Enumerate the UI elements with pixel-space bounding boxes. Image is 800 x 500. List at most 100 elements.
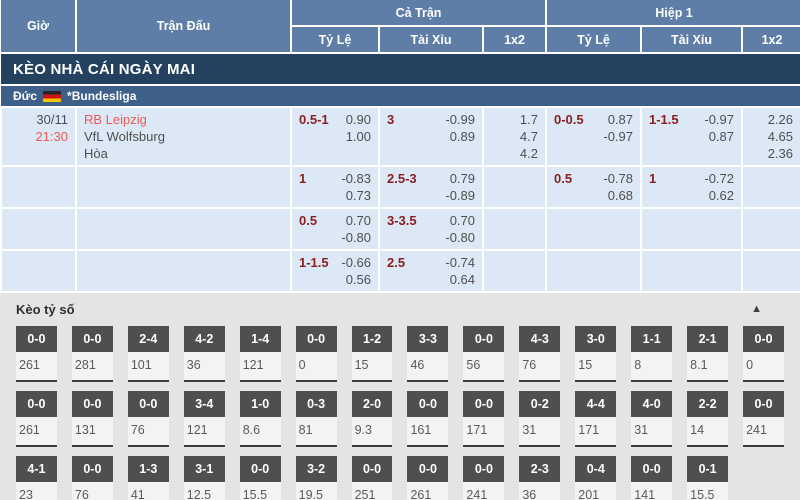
score-label: 0-1 [687, 456, 729, 482]
score-odds-cell[interactable]: 0-0 76 [71, 456, 113, 500]
score-odds-cell[interactable]: 0-0 161 [407, 391, 449, 447]
score-odds-cell[interactable]: 0-0 131 [71, 391, 113, 447]
odds-value[interactable]: 0.68 [607, 188, 633, 203]
score-row: 0-0 261 0-0 131 0-0 76 3-4 121 1-0 8.6 0-3 81 2-0 9.3… [0, 391, 800, 447]
score-odds-cell[interactable]: 0-0 261 [407, 456, 449, 500]
score-odds-cell[interactable]: 0-0 15.5 [239, 456, 281, 500]
score-odds-cell[interactable]: 0-0 261 [16, 391, 57, 447]
score-odds-cell[interactable]: 2-4 101 [127, 326, 169, 382]
ft-over-under-cell[interactable]: 2.5-3 0.79 -0.89 [378, 165, 484, 209]
ft-over-under-cell[interactable]: 3-3.5 0.70 -0.80 [378, 207, 484, 251]
ft-over-under-cell[interactable]: 3 -0.99 0.89 [378, 106, 484, 167]
score-odds-value: 9.3 [351, 417, 393, 447]
score-odds-cell[interactable]: 1-2 15 [351, 326, 393, 382]
score-odds-cell[interactable]: 0-0 251 [351, 456, 393, 500]
odds-value[interactable]: -0.72 [704, 171, 734, 186]
score-label: 0-0 [631, 456, 673, 482]
score-odds-cell[interactable]: 1-0 8.6 [239, 391, 281, 447]
odds-value[interactable]: 0.90 [345, 112, 371, 127]
score-odds-cell[interactable]: 1-4 121 [239, 326, 281, 382]
home-team[interactable]: RB Leipzig [84, 112, 147, 127]
score-odds-cell[interactable]: 0-3 81 [295, 391, 337, 447]
collapse-triangle-up-icon[interactable]: ▲ [751, 303, 762, 315]
odds-value[interactable]: 0.70 [449, 213, 475, 228]
odds-value[interactable]: 2.26 [767, 112, 794, 127]
score-odds-cell[interactable]: 3-3 46 [407, 326, 449, 382]
odds-value[interactable]: 1.00 [345, 129, 371, 144]
score-odds-cell[interactable]: 2-2 14 [687, 391, 729, 447]
score-odds-value: 56 [463, 352, 505, 382]
odds-value[interactable]: 4.65 [767, 129, 794, 144]
score-odds-cell[interactable]: 3-1 12.5 [183, 456, 225, 500]
score-odds-cell[interactable]: 4-4 171 [575, 391, 617, 447]
score-odds-cell[interactable]: 1-3 41 [127, 456, 169, 500]
score-odds-cell[interactable]: 3-0 15 [575, 326, 617, 382]
odds-value[interactable]: -0.80 [341, 230, 371, 245]
ft-handicap-cell[interactable]: 0.5 0.70 -0.80 [290, 207, 380, 251]
h1-handicap-cell[interactable]: 0.5 -0.78 0.68 [545, 165, 642, 209]
score-odds-cell[interactable]: 4-3 76 [519, 326, 561, 382]
h1-1x2-cell[interactable]: 2.26 4.65 2.36 [740, 106, 800, 167]
odds-value[interactable]: -0.66 [341, 255, 371, 270]
odds-value[interactable]: -0.89 [445, 188, 475, 203]
score-odds-cell[interactable]: 0-0 171 [463, 391, 505, 447]
score-odds-cell[interactable]: 0-0 0 [743, 326, 784, 382]
ft-1x2-cell [482, 207, 547, 251]
h1-handicap-cell[interactable]: 0-0.5 0.87 -0.97 [545, 106, 642, 167]
odds-value[interactable]: 0.89 [449, 129, 475, 144]
odds-value[interactable]: -0.78 [603, 171, 633, 186]
score-odds-cell[interactable]: 3-4 121 [183, 391, 225, 447]
score-odds-cell[interactable]: 0-0 76 [127, 391, 169, 447]
score-odds-cell[interactable]: 0-0 261 [16, 326, 57, 382]
score-odds-cell[interactable]: 0-2 31 [519, 391, 561, 447]
ft-handicap-cell[interactable]: 1 -0.83 0.73 [290, 165, 380, 209]
odds-value[interactable]: 0.87 [607, 112, 633, 127]
score-odds-cell[interactable]: 2-3 36 [519, 456, 561, 500]
odds-value[interactable]: 4.2 [519, 146, 538, 161]
odds-value[interactable]: -0.97 [704, 112, 734, 127]
score-odds-cell[interactable]: 0-0 281 [71, 326, 113, 382]
odds-value[interactable]: 0.70 [345, 213, 371, 228]
odds-value[interactable]: -0.97 [603, 129, 633, 144]
score-odds-cell[interactable]: 0-0 241 [743, 391, 784, 447]
odds-value[interactable]: 0.56 [345, 272, 371, 287]
odds-value[interactable]: 2.36 [767, 146, 794, 161]
away-team[interactable]: VfL Wolfsburg [84, 129, 165, 144]
odds-value[interactable]: -0.74 [445, 255, 475, 270]
odds-value[interactable]: 4.7 [519, 129, 538, 144]
odds-value[interactable]: -0.80 [445, 230, 475, 245]
odds-value[interactable]: 0.87 [708, 129, 734, 144]
score-odds-cell[interactable]: 0-0 241 [463, 456, 505, 500]
h1-over-under-cell[interactable]: 1 -0.72 0.62 [640, 165, 743, 209]
score-odds-cell[interactable]: 0-0 141 [631, 456, 673, 500]
ft-1x2-cell[interactable]: 1.7 4.7 4.2 [482, 106, 547, 167]
score-odds-cell[interactable]: 0-4 201 [575, 456, 617, 500]
score-odds-cell[interactable]: 0-0 56 [463, 326, 505, 382]
score-odds-cell[interactable]: 4-2 36 [183, 326, 225, 382]
ft-handicap-cell[interactable]: 1-1.5 -0.66 0.56 [290, 249, 380, 293]
odds-value[interactable]: 1.7 [519, 112, 538, 127]
odds-value[interactable]: -0.83 [341, 171, 371, 186]
ft-handicap-cell[interactable]: 0.5-1 0.90 1.00 [290, 106, 380, 167]
score-label: 0-0 [127, 391, 169, 417]
score-odds-cell[interactable]: 4-1 23 [16, 456, 57, 500]
score-odds-cell[interactable]: 0-1 15.5 [687, 456, 729, 500]
odds-value[interactable]: 0.73 [345, 188, 371, 203]
ft-over-under-cell[interactable]: 2.5 -0.74 0.64 [378, 249, 484, 293]
match-cell [75, 249, 292, 293]
odds-value[interactable]: 0.79 [449, 171, 475, 186]
odds-value[interactable]: 0.62 [708, 188, 734, 203]
odds-value[interactable]: -0.99 [445, 112, 475, 127]
h1-over-under-cell[interactable]: 1-1.5 -0.97 0.87 [640, 106, 743, 167]
odds-value[interactable]: 0.64 [449, 272, 475, 287]
score-odds-value: 36 [519, 482, 561, 500]
score-odds-cell[interactable]: 0-0 0 [295, 326, 337, 382]
score-odds-cell[interactable]: 4-0 31 [631, 391, 673, 447]
match-cell[interactable]: RB Leipzig VfL Wolfsburg Hòa [75, 106, 292, 167]
time-cell [0, 207, 77, 251]
score-odds-cell[interactable]: 2-0 9.3 [351, 391, 393, 447]
score-odds-cell[interactable]: 2-1 8.1 [687, 326, 729, 382]
score-odds-cell[interactable]: 3-2 19.5 [295, 456, 337, 500]
score-label: 0-0 [407, 391, 449, 417]
score-odds-cell[interactable]: 1-1 8 [631, 326, 673, 382]
